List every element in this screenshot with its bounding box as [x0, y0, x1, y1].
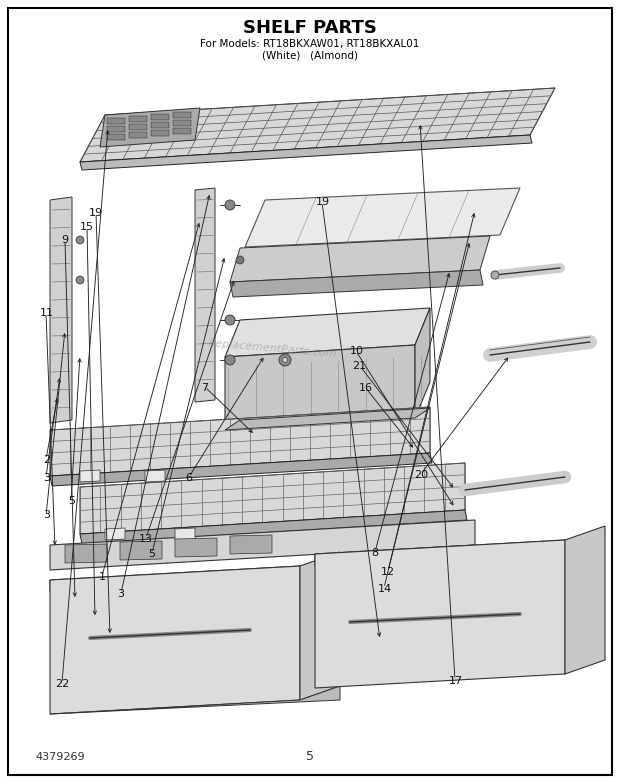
Text: 2: 2: [43, 455, 50, 464]
Text: 14: 14: [378, 584, 391, 594]
Polygon shape: [230, 270, 483, 297]
Text: 3: 3: [117, 589, 125, 598]
Text: 12: 12: [381, 567, 394, 576]
Text: 17: 17: [449, 677, 463, 686]
Polygon shape: [300, 552, 340, 700]
Polygon shape: [107, 126, 125, 132]
Circle shape: [76, 276, 84, 284]
Text: 5: 5: [306, 750, 314, 763]
Circle shape: [283, 358, 288, 363]
Polygon shape: [107, 118, 125, 124]
Polygon shape: [120, 541, 162, 560]
Text: 4379269: 4379269: [35, 752, 84, 762]
Polygon shape: [415, 308, 430, 418]
Text: 22: 22: [55, 679, 69, 688]
Circle shape: [236, 256, 244, 264]
Text: 16: 16: [359, 383, 373, 392]
Circle shape: [491, 271, 499, 279]
Polygon shape: [107, 134, 125, 140]
Text: 3: 3: [43, 511, 50, 520]
Circle shape: [76, 236, 84, 244]
Text: SHELF PARTS: SHELF PARTS: [243, 19, 377, 37]
Text: 5: 5: [68, 496, 75, 506]
Polygon shape: [129, 132, 147, 138]
Polygon shape: [315, 540, 565, 566]
Text: 21: 21: [353, 362, 366, 371]
Polygon shape: [50, 686, 340, 714]
Polygon shape: [50, 453, 432, 486]
Text: 19: 19: [316, 197, 329, 207]
Polygon shape: [225, 408, 430, 430]
Polygon shape: [230, 236, 490, 282]
Polygon shape: [50, 407, 430, 476]
Polygon shape: [225, 308, 430, 357]
Polygon shape: [80, 510, 467, 544]
Polygon shape: [151, 114, 169, 120]
Polygon shape: [195, 188, 215, 402]
Text: 6: 6: [185, 473, 193, 482]
Polygon shape: [173, 128, 191, 134]
Text: 7: 7: [201, 383, 208, 392]
Polygon shape: [65, 544, 107, 563]
Polygon shape: [145, 470, 165, 482]
Polygon shape: [50, 520, 475, 570]
Text: 3: 3: [43, 473, 50, 482]
Text: 20: 20: [415, 471, 428, 480]
Polygon shape: [129, 116, 147, 122]
Circle shape: [279, 354, 291, 366]
Text: (White)   (Almond): (White) (Almond): [262, 51, 358, 61]
Circle shape: [225, 200, 235, 210]
Polygon shape: [50, 197, 72, 423]
Text: 1: 1: [99, 572, 106, 582]
Polygon shape: [151, 130, 169, 136]
Polygon shape: [100, 108, 200, 147]
Text: ReplacementParts.com: ReplacementParts.com: [208, 337, 338, 359]
Polygon shape: [175, 528, 195, 540]
Polygon shape: [50, 566, 300, 592]
Circle shape: [225, 355, 235, 365]
Polygon shape: [173, 112, 191, 118]
Polygon shape: [315, 540, 565, 688]
Polygon shape: [225, 345, 415, 430]
Text: 13: 13: [139, 534, 153, 543]
Polygon shape: [175, 538, 217, 557]
Text: 5: 5: [148, 549, 156, 558]
Polygon shape: [80, 88, 555, 162]
Polygon shape: [230, 535, 272, 554]
Text: 15: 15: [80, 222, 94, 232]
Text: 8: 8: [371, 548, 379, 557]
Polygon shape: [50, 566, 300, 714]
Polygon shape: [173, 120, 191, 126]
Polygon shape: [151, 122, 169, 128]
Polygon shape: [80, 135, 532, 170]
Text: 10: 10: [350, 346, 363, 355]
Text: For Models: RT18BKXAW01, RT18BKXAL01: For Models: RT18BKXAW01, RT18BKXAL01: [200, 39, 420, 49]
Polygon shape: [245, 188, 520, 247]
Polygon shape: [80, 470, 100, 482]
Polygon shape: [80, 463, 465, 534]
Polygon shape: [129, 124, 147, 130]
Polygon shape: [105, 528, 125, 540]
Text: 19: 19: [89, 208, 103, 218]
Text: 11: 11: [40, 309, 53, 318]
Text: 9: 9: [61, 236, 69, 245]
Polygon shape: [565, 526, 605, 674]
Circle shape: [225, 315, 235, 325]
